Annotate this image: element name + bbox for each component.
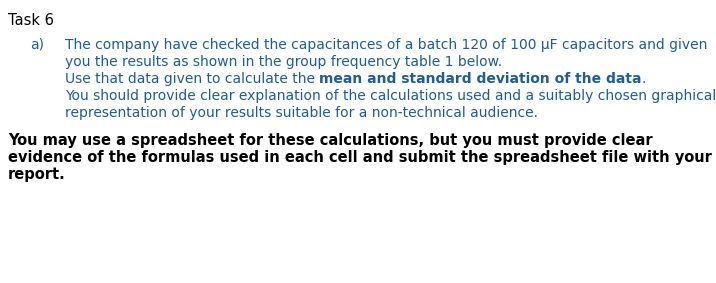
Text: .: . [642,72,647,86]
Text: a): a) [30,38,44,52]
Text: report.: report. [8,167,66,182]
Text: You may use a spreadsheet for these calculations, but you must provide clear: You may use a spreadsheet for these calc… [8,133,652,148]
Text: You should provide clear explanation of the calculations used and a suitably cho: You should provide clear explanation of … [65,89,716,103]
Text: representation of your results suitable for a non-technical audience.: representation of your results suitable … [65,106,538,120]
Text: evidence of the formulas used in each cell and submit the spreadsheet file with : evidence of the formulas used in each ce… [8,150,712,165]
Text: you the results as shown in the group frequency table 1 below.: you the results as shown in the group fr… [65,55,502,69]
Text: Task 6: Task 6 [8,13,54,28]
Text: mean and standard deviation of the data: mean and standard deviation of the data [319,72,642,86]
Text: The company have checked the capacitances of a batch 120 of 100 μF capacitors an: The company have checked the capacitance… [65,38,707,52]
Text: Use that data given to calculate the: Use that data given to calculate the [65,72,319,86]
